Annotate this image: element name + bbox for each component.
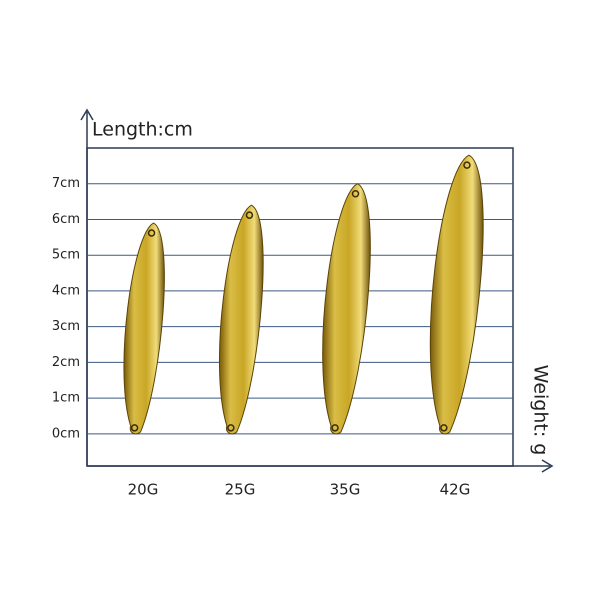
lure-hole bbox=[351, 189, 360, 198]
x-tick-label: 25G bbox=[225, 481, 256, 499]
x-tick-label: 20G bbox=[128, 481, 159, 499]
x-axis-label: Weight: g bbox=[530, 365, 552, 456]
lure-hole bbox=[245, 211, 254, 219]
y-tick-label: 3cm bbox=[52, 319, 80, 334]
lure-hole bbox=[331, 424, 339, 432]
lure bbox=[322, 183, 371, 435]
y-tick-label: 1cm bbox=[52, 391, 80, 406]
x-tick-label: 35G bbox=[330, 481, 361, 499]
lure-hole bbox=[227, 424, 235, 432]
lure-hole bbox=[463, 161, 471, 169]
y-tick-label: 0cm bbox=[52, 426, 80, 441]
y-tick-label: 5cm bbox=[52, 248, 80, 263]
y-tick-label: 7cm bbox=[52, 176, 80, 191]
y-axis-label: Length:cm bbox=[92, 119, 193, 141]
lure bbox=[219, 204, 264, 435]
lure bbox=[429, 154, 484, 435]
y-arrow bbox=[80, 108, 94, 121]
y-tick-label: 4cm bbox=[52, 283, 80, 298]
y-tick-label: 6cm bbox=[52, 212, 80, 227]
x-tick-label: 42G bbox=[440, 481, 471, 499]
y-tick-label: 2cm bbox=[52, 355, 80, 370]
lure-hole bbox=[130, 424, 139, 432]
lure bbox=[123, 222, 165, 435]
lure-hole bbox=[440, 424, 448, 432]
lure-hole bbox=[147, 229, 156, 237]
x-arrow bbox=[541, 459, 554, 473]
